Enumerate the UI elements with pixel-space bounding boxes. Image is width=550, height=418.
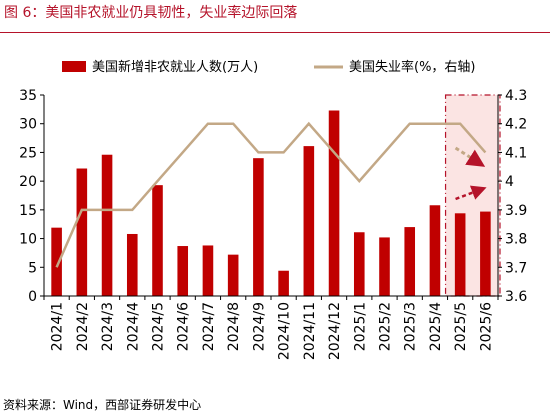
bar bbox=[353, 232, 365, 296]
y-right-tick-label: 3.6 bbox=[505, 289, 527, 305]
y-right-tick-label: 4.2 bbox=[505, 117, 527, 133]
x-tick-label: 2024/3 bbox=[100, 302, 116, 351]
line-trend-arrow bbox=[454, 146, 486, 167]
x-tick-label: 2024/6 bbox=[176, 302, 192, 351]
unemployment-line bbox=[55, 121, 487, 268]
x-tick-label: 2024/9 bbox=[251, 302, 267, 351]
bar bbox=[454, 213, 466, 296]
chart-title: 图 6：美国非农就业仍具韧性，失业率边际回落 bbox=[4, 5, 298, 21]
bar bbox=[480, 211, 491, 296]
y-right-tick-label: 3.8 bbox=[505, 232, 527, 248]
x-tick-label: 2025/6 bbox=[478, 302, 494, 351]
x-tick-label: 2024/5 bbox=[151, 302, 167, 351]
y-right-tick-label: 4.1 bbox=[505, 145, 527, 161]
bar bbox=[126, 233, 138, 296]
y-right-tick-label: 3.7 bbox=[505, 260, 527, 276]
line-series bbox=[55, 121, 487, 268]
x-tick-label: 2024/12 bbox=[327, 302, 343, 360]
x-tick-label: 2024/1 bbox=[50, 302, 66, 351]
x-tick-label: 2025/2 bbox=[378, 302, 394, 351]
x-tick-label: 2024/7 bbox=[201, 302, 217, 351]
y-left-tick-label: 30 bbox=[19, 117, 37, 133]
bar bbox=[101, 154, 113, 296]
bar bbox=[202, 245, 214, 296]
highlight-rect bbox=[444, 94, 501, 297]
legend-swatch-bar bbox=[62, 61, 86, 72]
bar bbox=[379, 237, 390, 296]
x-tick-label: 2024/4 bbox=[125, 302, 141, 351]
x-tick-label: 2024/2 bbox=[75, 302, 91, 351]
bar bbox=[303, 146, 315, 296]
bar bbox=[51, 227, 62, 296]
x-tick-label: 2025/1 bbox=[352, 302, 368, 351]
bar bbox=[227, 254, 239, 296]
bar bbox=[404, 227, 416, 296]
axes: 0 5 10 15 20 25 30 35 3.6 3.7 3.8 3.9 4 4.1 4.2 4.3 2024… bbox=[19, 88, 527, 360]
bar bbox=[177, 246, 189, 296]
bar bbox=[328, 110, 340, 297]
legend: 美国新增非农就业人数(万人) 美国失业率(%，右轴) bbox=[62, 59, 476, 75]
y-left-tick-label: 0 bbox=[28, 289, 37, 305]
source-note: 资料来源：Wind，西部证券研发中心 bbox=[3, 398, 202, 412]
title-divider bbox=[0, 32, 550, 33]
bar bbox=[253, 158, 264, 296]
x-tick-label: 2024/10 bbox=[277, 302, 293, 360]
y-right-tick-label: 3.9 bbox=[505, 203, 527, 219]
y-left-tick-label: 10 bbox=[19, 232, 37, 248]
y-left-tick-label: 20 bbox=[19, 174, 37, 190]
x-tick-label: 2025/3 bbox=[403, 302, 419, 351]
highlight-box bbox=[444, 94, 501, 297]
y-left-tick-label: 15 bbox=[19, 203, 37, 219]
x-tick-label: 2024/8 bbox=[226, 302, 242, 351]
bar bbox=[152, 185, 163, 296]
y-left-tick-label: 5 bbox=[28, 260, 37, 276]
x-tick-label: 2024/11 bbox=[302, 302, 318, 360]
bar bbox=[278, 270, 289, 296]
bar bbox=[429, 205, 441, 296]
y-left-tick-label: 25 bbox=[19, 145, 37, 161]
bar bbox=[76, 168, 88, 296]
bar-series bbox=[51, 110, 491, 297]
y-right-tick-label: 4 bbox=[505, 174, 514, 190]
x-tick-label: 2025/4 bbox=[428, 302, 444, 351]
y-right-tick-label: 4.3 bbox=[505, 88, 527, 104]
legend-label-bar: 美国新增非农就业人数(万人) bbox=[92, 59, 258, 75]
x-tick-label: 2025/5 bbox=[453, 302, 469, 351]
legend-label-line: 美国失业率(%，右轴) bbox=[349, 59, 476, 75]
y-left-tick-label: 35 bbox=[19, 88, 37, 104]
bar-trend-arrow bbox=[455, 185, 487, 201]
